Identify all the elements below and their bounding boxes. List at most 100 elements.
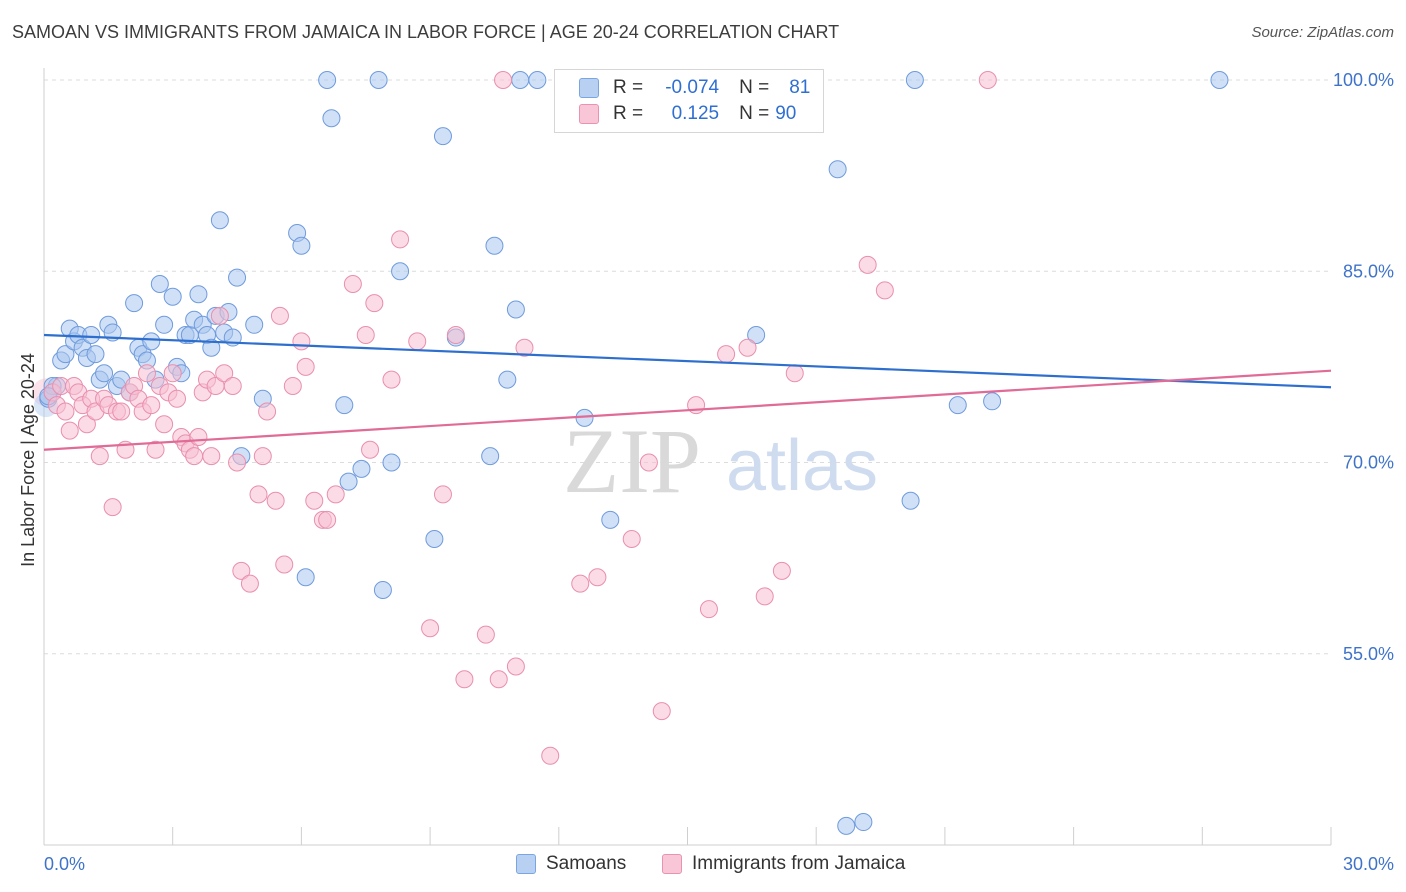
legend-n-label: N = [739,77,770,98]
jamaica-point [249,485,268,504]
jamaica-point [189,428,208,446]
jamaica-point [421,619,440,638]
x-tick-label: 0.0% [44,854,85,874]
jamaica-point [266,491,285,510]
jamaica-point [258,402,277,421]
y-tick-label: 70.0% [1343,453,1394,473]
samoan-point [506,300,525,319]
samoan-point [382,453,401,472]
chart-title: SAMOAN VS IMMIGRANTS FROM JAMAICA IN LAB… [12,22,840,42]
samoan-point [485,236,504,255]
samoan-point [369,71,388,89]
samoan-point [86,345,105,364]
legend-r-label: R = [613,77,644,98]
samoan-point [189,285,208,304]
legend-row-samoans: R = -0.074 N = 81 [579,76,810,100]
watermark-zip: ZIP [563,410,701,512]
jamaica-point [232,561,251,580]
jamaica-point [717,345,736,364]
jamaica-point [356,326,375,344]
samoan-point [142,332,161,351]
jamaica-point [738,338,757,357]
samoan-point [373,581,392,599]
jamaica-point [90,447,109,466]
samoan-point [296,568,315,587]
jamaica-point [639,453,658,472]
samoan-point [528,71,547,89]
samoan-point [210,211,229,230]
legend-n-value: 81 [789,77,811,98]
samoan-point [125,294,144,313]
samoan-point [905,71,924,89]
jamaica-point [382,370,401,389]
jamaica-point [185,447,204,466]
jamaica-point [622,530,641,548]
jamaica-point [318,510,337,529]
legend-swatch-samoans [579,78,599,98]
samoan-point [854,813,873,832]
bottom-legend-samoans: Samoans [516,852,626,876]
samoan-point [837,816,856,835]
watermark-atlas: atlas [726,426,878,506]
y-tick-label: 55.0% [1343,644,1394,664]
jamaica-point [571,574,590,593]
samoan-point [56,345,75,364]
samoan-point [1210,71,1229,89]
jamaica-point [541,746,560,765]
samoan-point [425,530,444,548]
legend-r-value: 0.125 [671,103,720,124]
samoan-point [292,236,311,255]
jamaica-point [361,440,380,459]
samoan-point [481,447,500,466]
jamaica-point [112,402,131,421]
jamaica-point [215,364,234,383]
samoan-point [339,472,358,491]
legend-n-value: 90 [775,103,797,124]
jamaica-point [699,600,718,619]
jamaica-point [588,568,607,587]
jamaica-point [785,364,804,383]
samoan-point [202,338,221,357]
correlation-legend: R = -0.074 N = 81 R = 0.125 N = 90 [554,69,824,133]
samoan-point [433,127,452,146]
jamaica-point [772,561,791,580]
legend-swatch-jamaica [579,104,599,124]
samoan-point [901,491,920,510]
samoan-point [948,396,967,415]
jamaica-point [446,326,465,344]
samoan-point [335,396,354,415]
data-points [32,71,1229,835]
legend-r-value: -0.074 [665,77,720,98]
jamaica-point [875,281,894,300]
jamaica-point [494,71,513,89]
y-axis-label: In Labor Force | Age 20-24 [18,353,38,567]
samoan-point [983,392,1002,411]
jamaica-point [978,71,997,89]
jamaica-point [163,364,182,383]
bottom-legend-label: Samoans [546,853,627,874]
jamaica-point [365,294,384,313]
jamaica-point [296,357,315,376]
legend-row-jamaica: R = 0.125 N = 90 [579,102,796,126]
jamaica-point [155,415,174,434]
jamaica-point [60,421,79,440]
jamaica-point [77,415,96,434]
samoan-point [318,71,337,89]
y-tick-label: 100.0% [1333,70,1394,90]
jamaica-point [506,657,525,676]
bottom-legend-swatch-samoans [516,854,536,874]
jamaica-point [142,396,161,415]
jamaica-trend-line [43,369,1332,451]
jamaica-point [228,453,247,472]
jamaica-point [433,485,452,504]
samoan-point [228,268,247,287]
jamaica-point [137,364,156,383]
samoan-point [511,71,530,89]
jamaica-point [253,447,272,466]
bottom-legend-swatch-jamaica [662,854,682,874]
samoan-point [498,370,517,389]
jamaica-point [103,498,122,517]
samoan-trend-line [43,333,1332,389]
samoan-point [163,287,182,306]
source-label: Source: ZipAtlas.com [1251,24,1394,41]
